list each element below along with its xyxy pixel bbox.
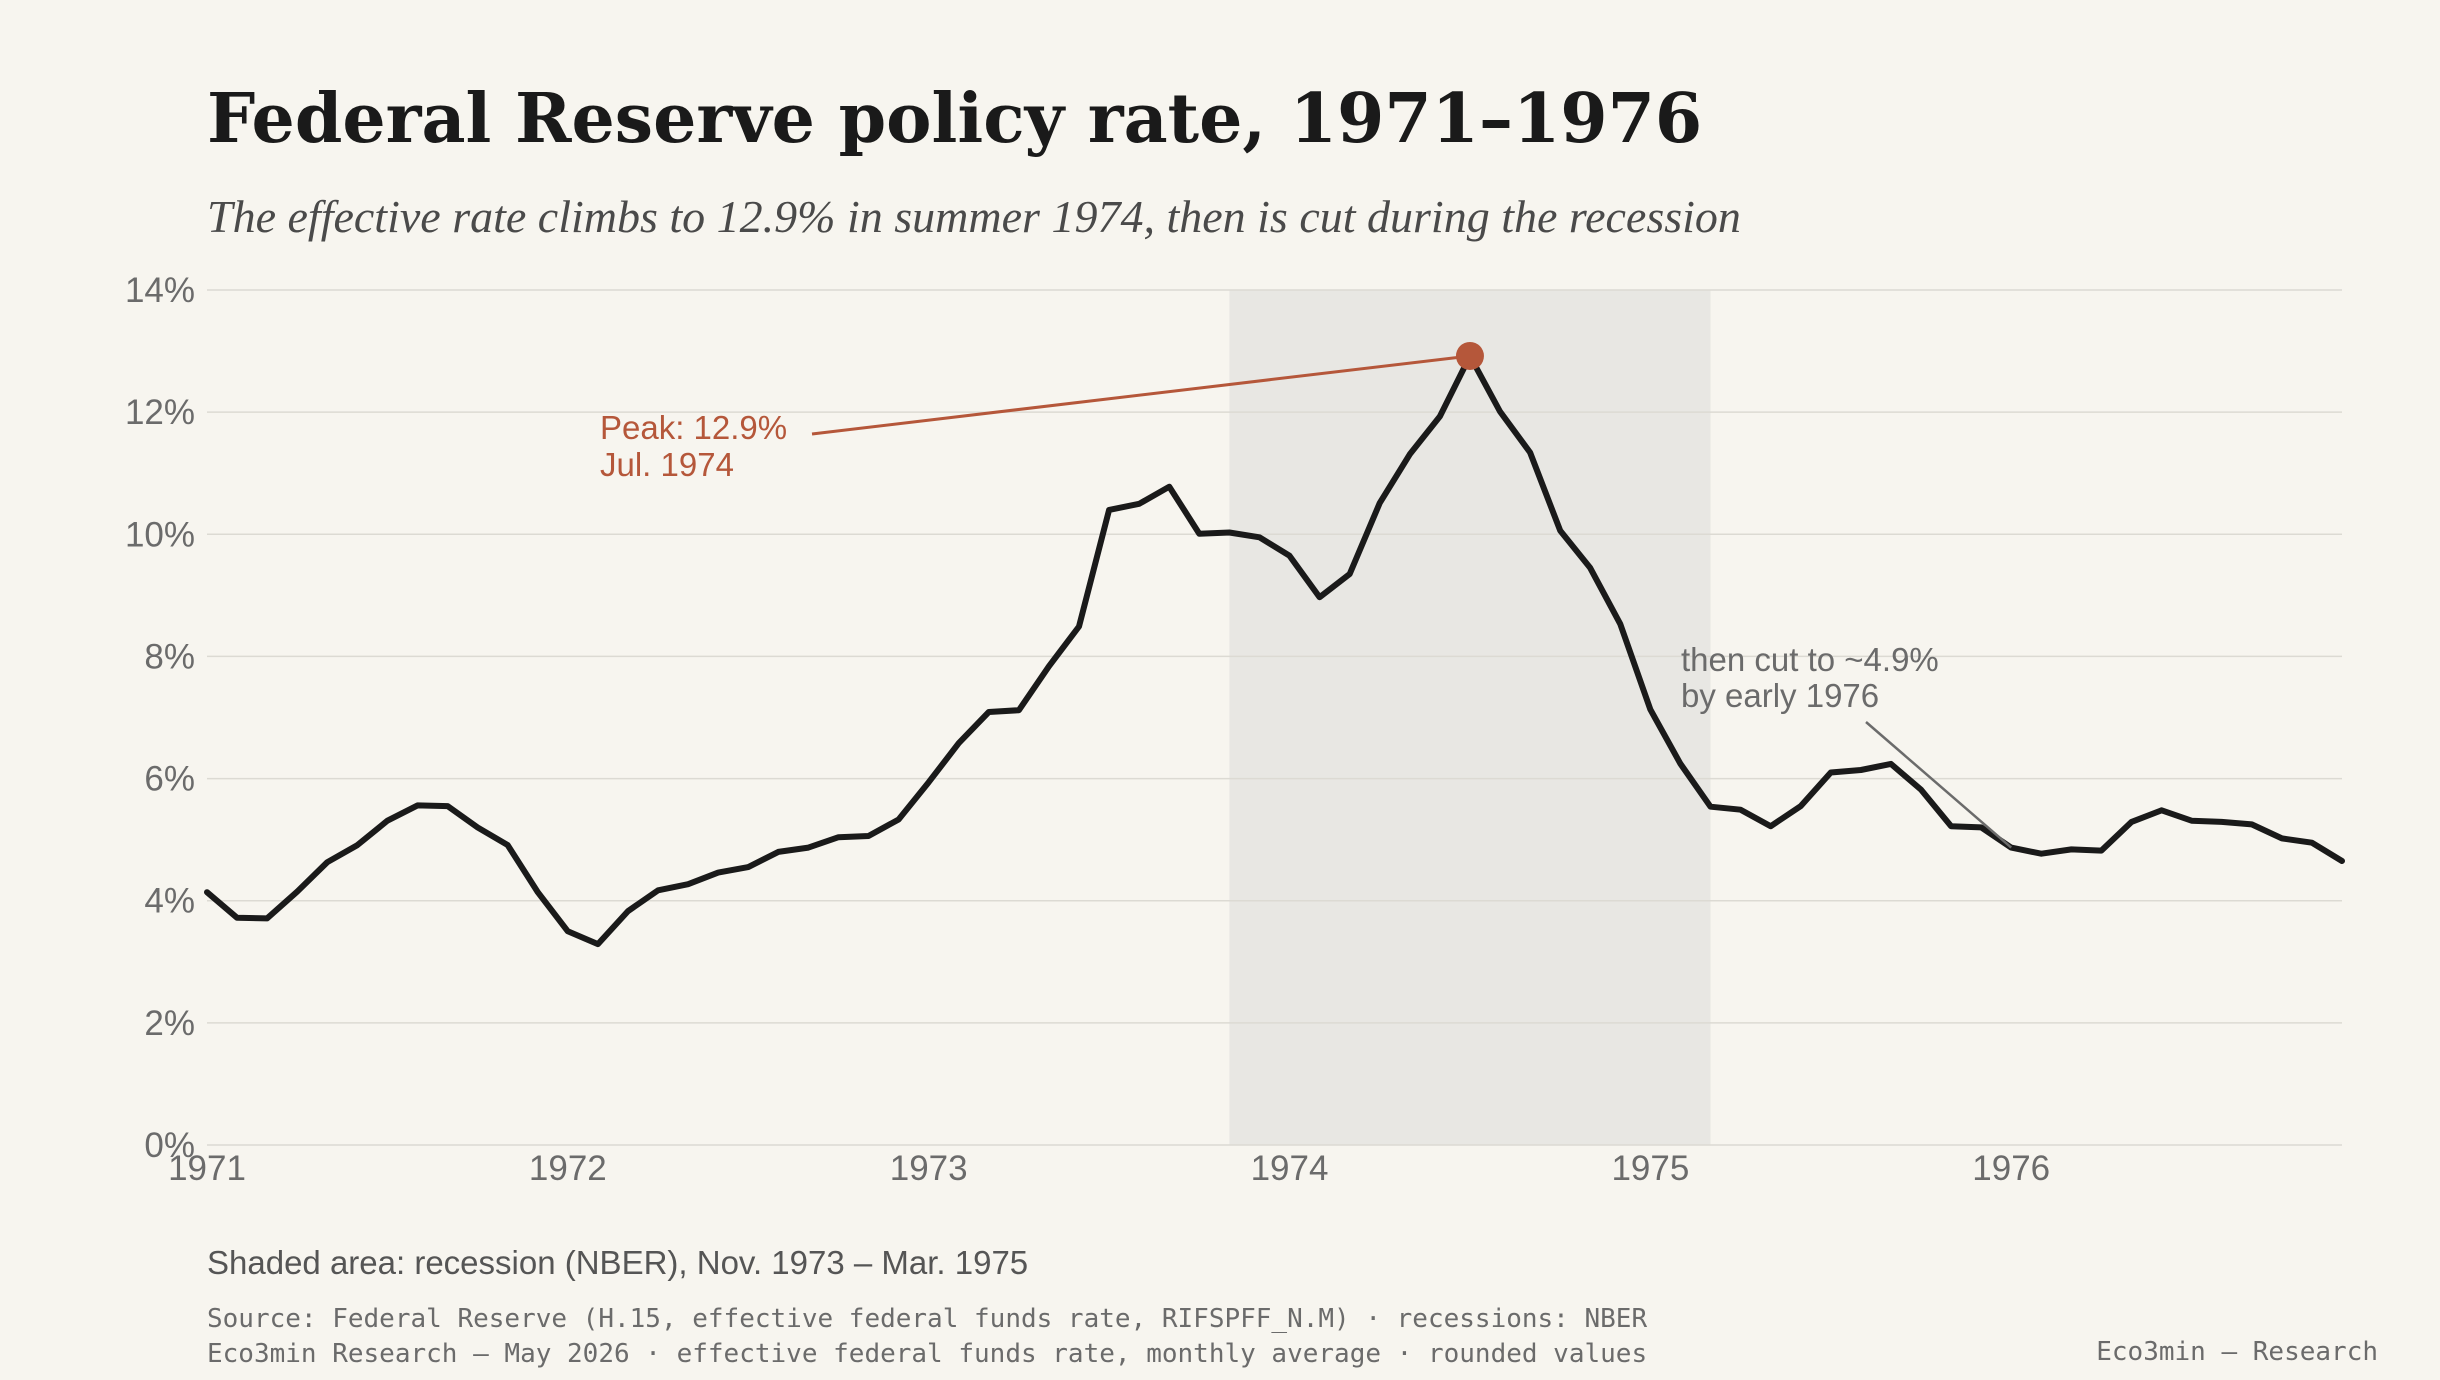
source-line-1: Source: Federal Reserve (H.15, effective… [207,1304,1648,1334]
x-tick-label: 1971 [168,1149,246,1188]
rate-series-line [204,353,2345,948]
chart-title: Federal Reserve policy rate, 1971–1976 [207,79,1703,159]
peak-leader-line [811,354,1471,436]
y-tick-label: 10% [125,515,195,554]
x-tick-label: 1975 [1611,1149,1689,1188]
source-note: Source: Federal Reserve (H.15, effective… [207,1302,1647,1372]
source-line-2: Eco3min Research — May 2026 · effective … [207,1339,1648,1369]
brand-label: Eco3min — Research [2096,1337,2378,1367]
y-tick-label: 2% [144,1004,195,1043]
cut-label-line2: by early 1976 [1681,677,1879,714]
cut-leader-line [1865,721,2013,849]
x-tick-label: 1972 [529,1149,607,1188]
peak-label-date: Jul. 1974 [600,446,734,483]
y-tick-label: 6% [144,760,195,799]
y-tick-label: 0% [144,1126,195,1165]
cut-label-line1: then cut to ~4.9% [1681,641,1939,678]
y-tick-label: 14% [125,271,195,310]
y-tick-label: 8% [144,637,195,676]
recession-shade [1229,290,1711,1145]
recession-note: Shaded area: recession (NBER), Nov. 1973… [207,1244,1029,1281]
chart-area: Peak: 12.9% Jul. 1974 then cut to ~4.9% … [125,271,2345,1188]
chart-subtitle: The effective rate climbs to 12.9% in su… [207,191,1741,242]
peak-label-value: Peak: 12.9% [600,409,787,446]
peak-marker [1455,341,1484,370]
y-tick-label: 4% [144,882,195,921]
x-tick-label: 1973 [890,1149,968,1188]
x-tick-label: 1974 [1251,1149,1329,1188]
x-tick-label: 1976 [1972,1149,2050,1188]
y-tick-label: 12% [125,393,195,432]
